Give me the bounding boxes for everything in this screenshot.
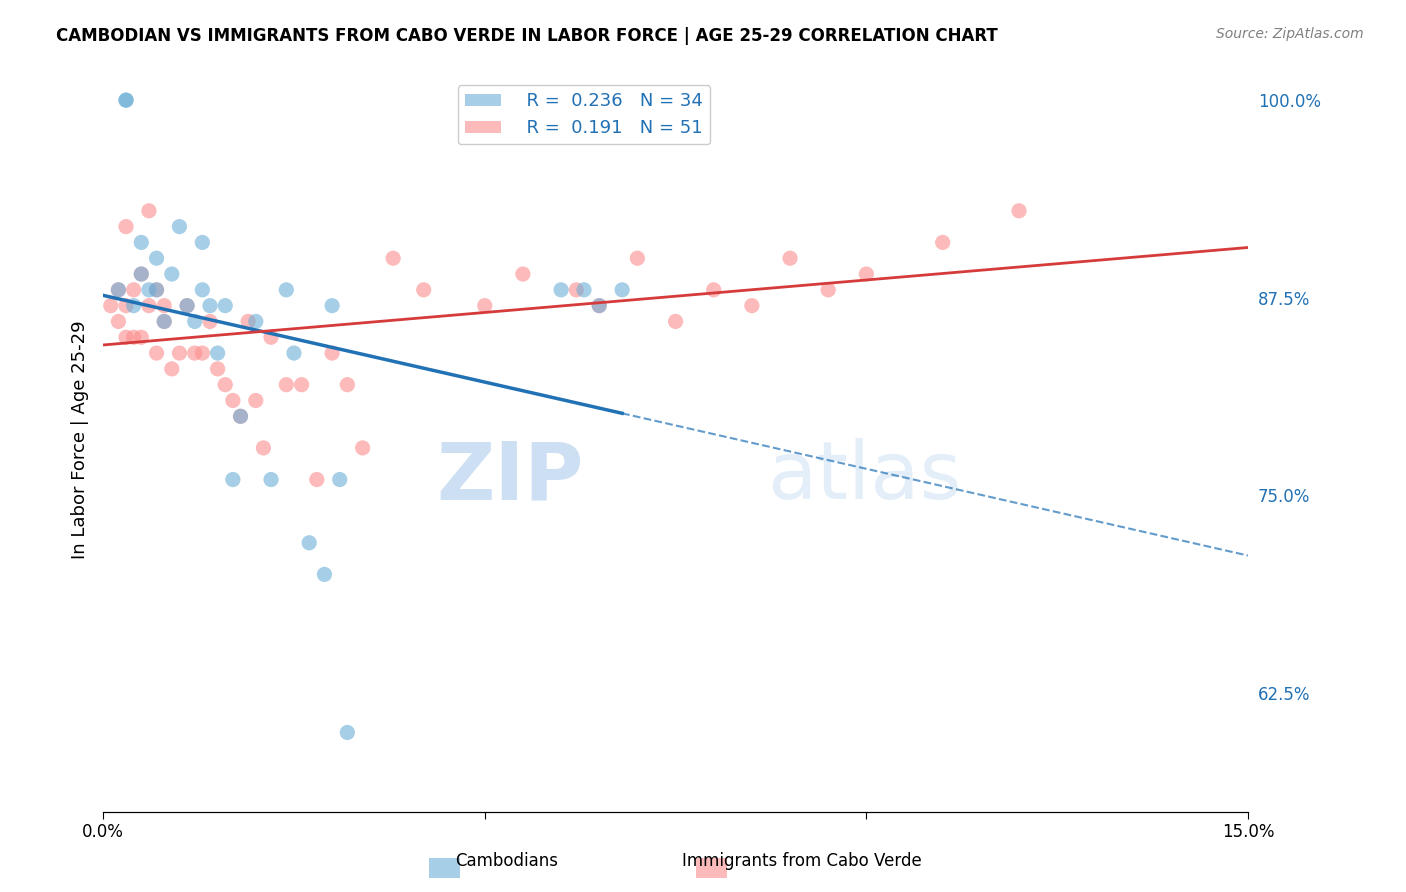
Point (817, 283, 839, 297)
Point (855, 267, 877, 281)
Point (550, 283, 572, 297)
Point (382, 251, 405, 265)
Point (129, 267, 152, 281)
Point (229, 409, 252, 424)
Point (169, 219, 191, 234)
Text: ZIP: ZIP (437, 438, 583, 516)
Point (115, 219, 138, 234)
Point (153, 314, 176, 328)
Point (314, 567, 336, 582)
Point (741, 299, 763, 313)
Point (100, 299, 122, 313)
Point (321, 346, 343, 360)
Point (138, 299, 160, 313)
Point (412, 283, 434, 297)
Point (115, 299, 138, 313)
Point (176, 299, 198, 313)
Point (138, 283, 160, 297)
Point (198, 314, 221, 328)
Point (252, 441, 274, 455)
Point (145, 283, 167, 297)
Point (588, 299, 610, 313)
Y-axis label: In Labor Force | Age 25-29: In Labor Force | Age 25-29 (72, 321, 89, 559)
Text: Cambodians: Cambodians (454, 852, 558, 870)
Point (145, 346, 167, 360)
Point (129, 330, 152, 344)
Point (336, 377, 359, 392)
Point (572, 283, 595, 297)
Text: Immigrants from Cabo Verde: Immigrants from Cabo Verde (682, 852, 921, 870)
Point (512, 267, 534, 281)
Legend:   R =  0.236   N = 34,   R =  0.191   N = 51: R = 0.236 N = 34, R = 0.191 N = 51 (457, 85, 710, 145)
Point (229, 409, 252, 424)
Point (191, 283, 214, 297)
Point (122, 299, 145, 313)
Point (107, 283, 129, 297)
Point (703, 283, 725, 297)
Point (214, 299, 236, 313)
Point (245, 314, 267, 328)
Point (276, 283, 298, 297)
Point (305, 473, 328, 487)
Point (276, 377, 298, 392)
Point (626, 251, 648, 265)
Point (176, 299, 198, 313)
Point (336, 725, 359, 739)
Point (122, 330, 145, 344)
Text: Source: ZipAtlas.com: Source: ZipAtlas.com (1216, 27, 1364, 41)
Point (245, 393, 267, 408)
Point (145, 251, 167, 265)
Point (664, 314, 686, 328)
Point (588, 299, 610, 313)
Point (129, 235, 152, 250)
Point (207, 362, 229, 376)
Point (352, 441, 374, 455)
Point (931, 235, 953, 250)
Point (1008, 203, 1031, 218)
Text: CAMBODIAN VS IMMIGRANTS FROM CABO VERDE IN LABOR FORCE | AGE 25-29 CORRELATION C: CAMBODIAN VS IMMIGRANTS FROM CABO VERDE … (56, 27, 998, 45)
Point (260, 473, 283, 487)
Point (115, 330, 138, 344)
Point (610, 283, 633, 297)
Point (779, 251, 801, 265)
Point (321, 299, 343, 313)
Point (214, 377, 236, 392)
Point (290, 377, 312, 392)
Point (107, 283, 129, 297)
Point (107, 314, 129, 328)
Point (260, 330, 283, 344)
Point (138, 203, 160, 218)
Point (115, 93, 138, 107)
Point (222, 393, 245, 408)
Point (222, 473, 245, 487)
Point (298, 535, 321, 549)
Point (565, 283, 588, 297)
Point (153, 314, 176, 328)
Point (122, 283, 145, 297)
Point (153, 299, 176, 313)
Point (115, 93, 138, 107)
Point (129, 267, 152, 281)
Point (236, 314, 259, 328)
Point (183, 314, 205, 328)
Point (283, 346, 305, 360)
Point (160, 362, 183, 376)
Point (160, 267, 183, 281)
Point (183, 346, 205, 360)
Point (329, 473, 352, 487)
Point (191, 235, 214, 250)
Point (207, 346, 229, 360)
Point (191, 346, 214, 360)
Text: atlas: atlas (768, 438, 962, 516)
Point (474, 299, 496, 313)
Point (169, 346, 191, 360)
Point (145, 283, 167, 297)
Point (198, 299, 221, 313)
